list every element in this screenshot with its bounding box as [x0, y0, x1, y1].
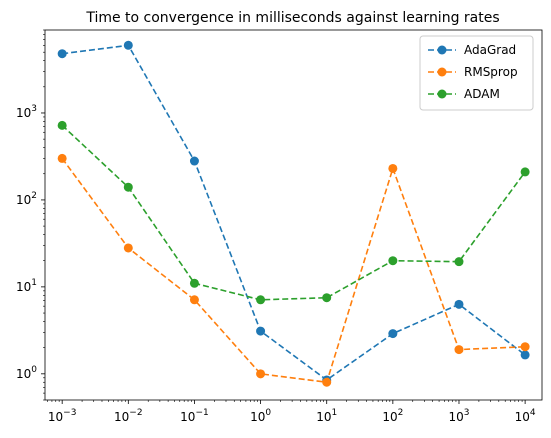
- data-point: [520, 167, 530, 177]
- series-rmsprop: [57, 153, 530, 387]
- data-point: [454, 257, 464, 267]
- data-point: [520, 342, 530, 352]
- x-tick-label: 102: [382, 408, 403, 424]
- legend-label: RMSprop: [464, 65, 518, 79]
- data-point: [57, 153, 67, 163]
- data-point: [388, 329, 398, 339]
- x-tick-label: 103: [448, 408, 469, 424]
- x-tick-label: 104: [515, 408, 536, 424]
- legend-marker: [437, 67, 447, 77]
- series-line: [61, 124, 526, 301]
- x-tick-label: 101: [316, 408, 337, 424]
- data-point: [123, 182, 133, 192]
- series-line: [61, 157, 526, 384]
- chart-title: Time to convergence in milliseconds agai…: [85, 10, 499, 26]
- data-point: [57, 120, 67, 130]
- data-point: [123, 40, 133, 50]
- data-point: [520, 350, 530, 360]
- data-point: [454, 345, 464, 355]
- y-tick-label: 101: [16, 278, 37, 294]
- x-tick-label: 10−1: [180, 408, 209, 424]
- y-tick-label: 100: [16, 365, 37, 381]
- y-tick-label: 102: [16, 191, 37, 207]
- legend-marker: [437, 89, 447, 99]
- series-layer: [57, 40, 530, 387]
- data-point: [256, 326, 266, 336]
- series-adam: [57, 120, 530, 305]
- legend-marker: [437, 45, 447, 55]
- data-point: [454, 299, 464, 309]
- x-tick-label: 10−2: [114, 408, 143, 424]
- legend-box: [419, 35, 534, 111]
- data-point: [322, 293, 332, 303]
- legend-label: ADAM: [464, 87, 500, 101]
- plot-frame: [44, 29, 543, 401]
- x-tick-label: 10−3: [48, 408, 77, 424]
- data-point: [123, 243, 133, 253]
- series-adagrad: [57, 40, 530, 385]
- legend: AdaGrad RMSprop ADAM: [419, 35, 534, 111]
- data-point: [388, 163, 398, 173]
- data-point: [57, 49, 67, 59]
- x-axis: 10−3 10−2 10−1 100 101 102 103 104: [47, 400, 536, 424]
- data-point: [322, 377, 332, 387]
- data-point: [256, 369, 266, 379]
- data-point: [256, 295, 266, 305]
- y-axis: 100 101 102 103: [16, 29, 45, 401]
- data-point: [388, 256, 398, 266]
- series-line: [62, 44, 526, 381]
- x-tick-label: 100: [250, 408, 271, 424]
- data-point: [189, 295, 199, 305]
- legend-label: AdaGrad: [464, 43, 516, 57]
- data-point: [189, 156, 199, 166]
- data-point: [189, 278, 199, 288]
- y-tick-label: 103: [16, 104, 37, 120]
